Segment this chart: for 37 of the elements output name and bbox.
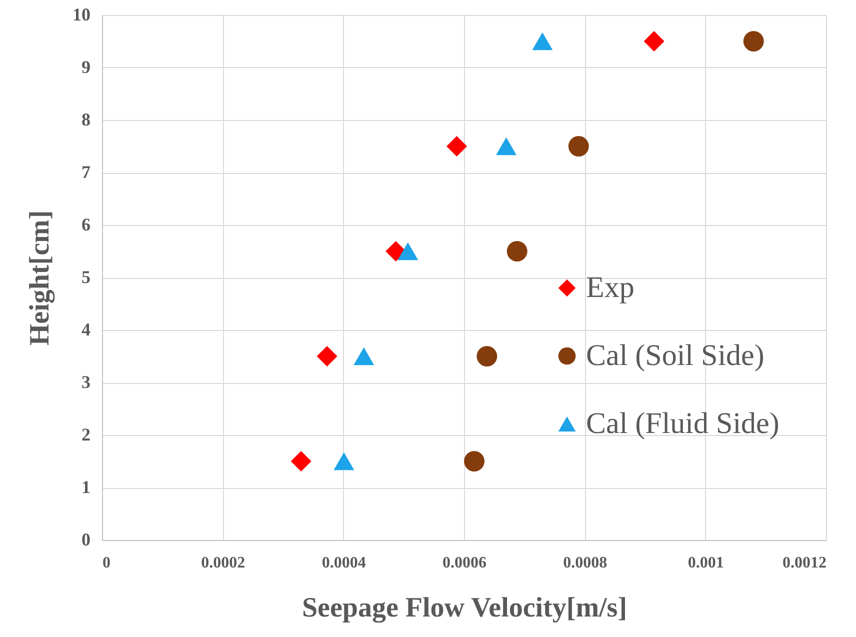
- point: [334, 452, 354, 470]
- x-tick-label: 0: [102, 554, 110, 572]
- x-axis-title: Seepage Flow Velocity[m/s]: [302, 592, 628, 624]
- x-tick-label: 0.0002: [201, 554, 246, 572]
- point: [446, 136, 468, 156]
- point: [644, 31, 664, 52]
- point: [743, 31, 764, 52]
- point: [316, 346, 338, 366]
- point: [398, 242, 418, 260]
- x-tick-label: 0.0006: [442, 554, 486, 572]
- point: [506, 241, 528, 262]
- point: [496, 137, 516, 156]
- x-tick-label: 0.0012: [782, 554, 826, 572]
- y-tick-label: 10: [72, 4, 90, 24]
- y-tick-label: 7: [82, 162, 90, 182]
- y-tick-label: 2: [82, 424, 90, 444]
- x-tick-label: 0.0008: [563, 554, 608, 572]
- y-tick-label: 1: [82, 477, 90, 497]
- y-axis-title: Height[cm]: [24, 210, 56, 346]
- y-tick-label: 9: [82, 57, 90, 77]
- y-tick-label: 3: [82, 372, 90, 392]
- point: [568, 136, 589, 156]
- legend-label: Exp: [586, 271, 634, 304]
- legend-label: Cal (Fluid Side): [586, 407, 780, 440]
- point: [476, 346, 498, 366]
- point: [532, 32, 553, 50]
- point: [464, 451, 485, 472]
- legend-label: Cal (Soil Side): [586, 339, 764, 372]
- y-tick-label: 6: [82, 214, 90, 234]
- point: [354, 347, 374, 366]
- y-tick-label: 4: [82, 320, 90, 340]
- x-tick-label: 0.0004: [322, 554, 366, 572]
- y-tick-label: 5: [82, 267, 90, 287]
- x-tick-label: 0.001: [688, 554, 724, 572]
- y-tick-label: 8: [82, 110, 90, 130]
- point: [290, 451, 312, 472]
- y-tick-label: 0: [82, 530, 90, 550]
